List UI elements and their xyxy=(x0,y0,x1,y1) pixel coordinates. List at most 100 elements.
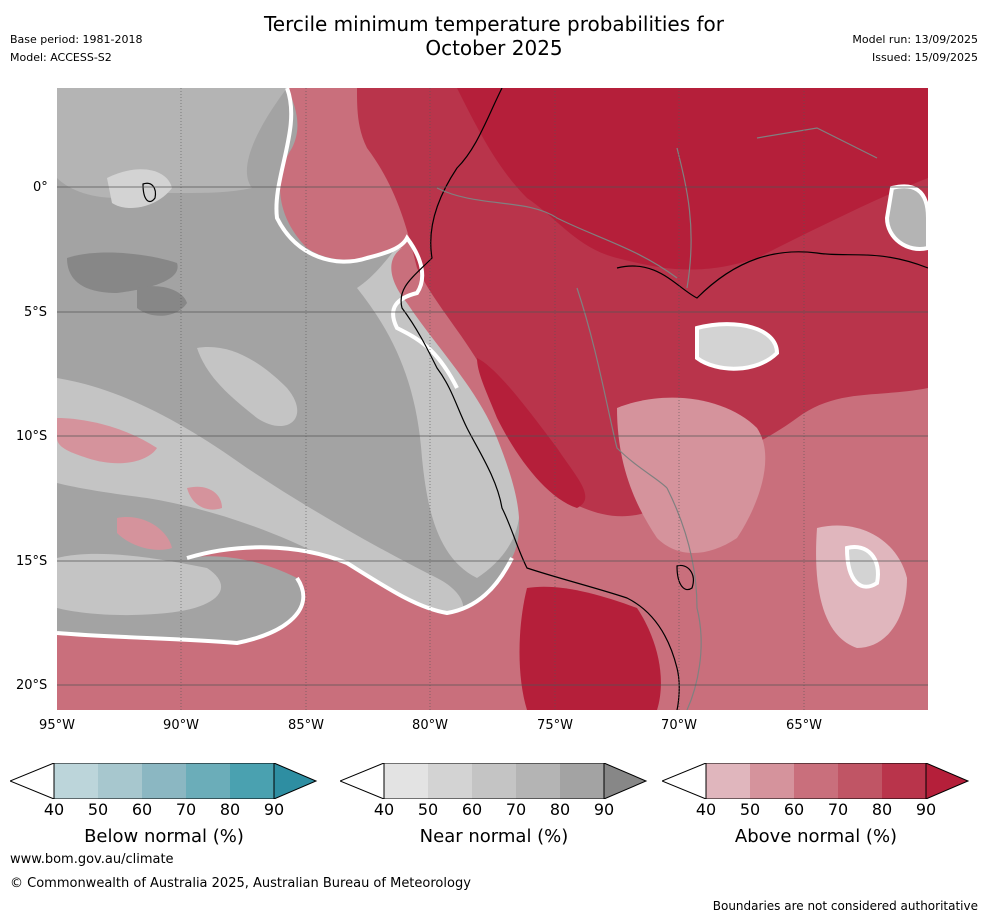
cb-swatch-5 xyxy=(882,763,926,799)
model-name: Model: ACCESS-S2 xyxy=(10,51,112,64)
colorbar-above-svg xyxy=(662,763,970,799)
above-normal-90-andes xyxy=(477,358,586,508)
cb-tick: 90 xyxy=(915,800,937,819)
cb-tick: 40 xyxy=(695,800,717,819)
colorbar-label-near: Near normal (%) xyxy=(419,826,569,847)
cb-tick: 90 xyxy=(263,800,285,819)
above-normal-west-patch-3 xyxy=(187,486,222,510)
cb-swatch-3 xyxy=(472,763,516,799)
cb-swatch-3 xyxy=(794,763,838,799)
colorbar-label-above: Above normal (%) xyxy=(734,826,898,847)
cb-tick: 60 xyxy=(783,800,805,819)
cb-tick: 50 xyxy=(739,800,761,819)
cb-swatch-1 xyxy=(384,763,428,799)
lon-label: 90°W xyxy=(163,718,199,733)
ocean-near-normal-90-region xyxy=(67,252,178,293)
cb-tick: 70 xyxy=(505,800,527,819)
cb-swatch-0 xyxy=(340,763,385,799)
probability-map xyxy=(57,88,928,710)
cb-tick: 70 xyxy=(827,800,849,819)
above-normal-90-north xyxy=(457,88,928,270)
issued-date: Issued: 15/09/2025 xyxy=(871,51,978,64)
cb-frame xyxy=(705,763,927,799)
lon-label: 80°W xyxy=(412,718,448,733)
cb-swatch-6 xyxy=(925,763,970,799)
coastline xyxy=(400,88,680,710)
footer-copyright: © Commonwealth of Australia 2025, Austra… xyxy=(10,876,471,891)
lon-label: 85°W xyxy=(288,718,324,733)
galapagos-islands xyxy=(142,182,157,203)
cb-tick: 80 xyxy=(871,800,893,819)
cb-swatch-5 xyxy=(560,763,604,799)
base-period: Base period: 1981-2018 xyxy=(10,33,143,46)
cb-tick: 40 xyxy=(373,800,395,819)
lon-label: 75°W xyxy=(537,718,573,733)
cb-tick: 80 xyxy=(549,800,571,819)
boundary-contour-southwest xyxy=(57,576,306,646)
lon-label: 70°W xyxy=(661,718,697,733)
boundary-contour-south xyxy=(186,545,514,616)
cb-swatch-1 xyxy=(706,763,750,799)
lat-label: 10°S xyxy=(16,429,48,444)
cb-swatch-0 xyxy=(10,763,55,799)
colorbar-below-normal xyxy=(10,763,318,799)
cb-tick: 50 xyxy=(417,800,439,819)
colorbar-above-normal xyxy=(662,763,970,799)
above-normal-west-patch xyxy=(57,418,157,464)
cb-swatch-4 xyxy=(838,763,882,799)
colorbar-near-svg xyxy=(340,763,648,799)
cb-swatch-2 xyxy=(750,763,794,799)
cb-swatch-4 xyxy=(186,763,230,799)
parallels xyxy=(57,186,928,686)
ocean-near-normal-80-northwest xyxy=(57,88,287,198)
cb-swatch-6 xyxy=(603,763,648,799)
cb-swatch-5 xyxy=(230,763,274,799)
lat-label: 20°S xyxy=(16,678,48,693)
footer-url: www.bom.gov.au/climate xyxy=(10,852,174,867)
cb-tick: 80 xyxy=(219,800,241,819)
near-normal-patch-interior xyxy=(695,322,780,371)
ocean-near-normal-70-band xyxy=(57,378,464,613)
lon-label: 65°W xyxy=(786,718,822,733)
cb-tick: 70 xyxy=(175,800,197,819)
colorbar-label-below: Below normal (%) xyxy=(84,826,244,847)
cb-swatch-4 xyxy=(516,763,560,799)
cb-tick: 90 xyxy=(593,800,615,819)
lat-label: 15°S xyxy=(16,554,48,569)
ocean-near-normal-70-patch xyxy=(197,347,298,427)
cb-frame xyxy=(383,763,605,799)
cb-swatch-3 xyxy=(142,763,186,799)
boundary-contour-north xyxy=(274,88,459,389)
meta-left: Base period: 1981-2018 Model: ACCESS-S2 xyxy=(10,31,142,67)
meta-right: Model run: 13/09/2025 Issued: 15/09/2025 xyxy=(852,31,978,67)
title-line-2: October 2025 xyxy=(425,36,563,60)
lat-label: 5°S xyxy=(24,305,48,320)
country-borders xyxy=(436,127,878,710)
colorbar-below-svg xyxy=(10,763,318,799)
cb-frame xyxy=(53,763,275,799)
cb-swatch-0 xyxy=(662,763,707,799)
ocean-near-normal-70-south xyxy=(57,553,222,616)
colorbar-near-normal xyxy=(340,763,648,799)
title-line-1: Tercile minimum temperature probabilitie… xyxy=(263,12,725,36)
cb-swatch-2 xyxy=(98,763,142,799)
cb-tick: 60 xyxy=(131,800,153,819)
cb-swatch-2 xyxy=(428,763,472,799)
cb-swatch-6 xyxy=(273,763,318,799)
amazon-river xyxy=(616,251,928,299)
ocean-near-normal-90-region-2 xyxy=(137,286,187,316)
cb-tick: 40 xyxy=(43,800,65,819)
footer-disclaimer: Boundaries are not considered authoritat… xyxy=(712,899,978,913)
lat-label: 0° xyxy=(33,180,48,195)
near-normal-patch-southeast xyxy=(844,545,880,589)
above-normal-50-interior xyxy=(617,397,766,553)
model-run: Model run: 13/09/2025 xyxy=(852,33,978,46)
cb-tick: 50 xyxy=(87,800,109,819)
chart-title: Tercile minimum temperature probabilitie… xyxy=(0,12,988,60)
map-svg xyxy=(57,88,928,710)
cb-swatch-1 xyxy=(54,763,98,799)
cb-tick: 60 xyxy=(461,800,483,819)
above-normal-west-patch-2 xyxy=(117,517,172,550)
lon-label: 95°W xyxy=(39,718,75,733)
galapagos-near-normal-patch xyxy=(107,169,172,208)
